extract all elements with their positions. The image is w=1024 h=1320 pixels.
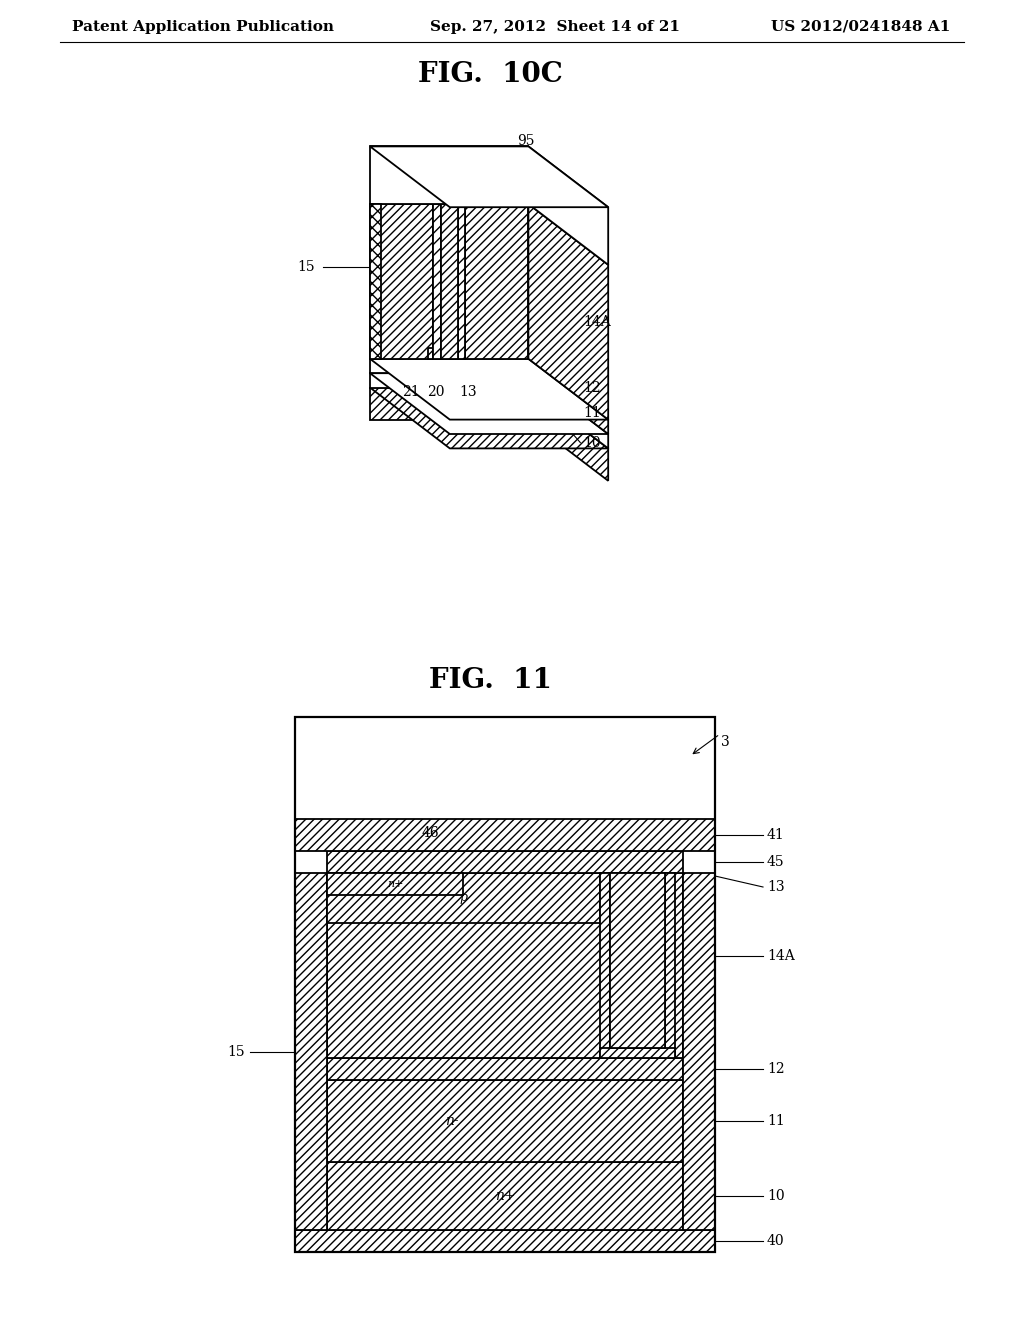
Text: US 2012/0241848 A1: US 2012/0241848 A1 xyxy=(771,20,950,34)
Polygon shape xyxy=(428,348,433,359)
Bar xyxy=(327,873,600,923)
Polygon shape xyxy=(370,359,608,420)
Bar xyxy=(327,851,683,873)
Bar xyxy=(295,873,327,1230)
Polygon shape xyxy=(458,205,465,359)
Polygon shape xyxy=(370,388,608,449)
Text: FIG.  10C: FIG. 10C xyxy=(418,62,562,88)
Text: Sep. 27, 2012  Sheet 14 of 21: Sep. 27, 2012 Sheet 14 of 21 xyxy=(430,20,680,34)
Polygon shape xyxy=(440,205,458,359)
Text: 15: 15 xyxy=(227,1045,245,1059)
Text: 15: 15 xyxy=(297,260,315,273)
Bar xyxy=(327,1162,683,1230)
Polygon shape xyxy=(528,205,608,420)
Text: 40: 40 xyxy=(767,1234,784,1247)
Polygon shape xyxy=(433,205,440,359)
Bar xyxy=(610,873,665,1048)
Polygon shape xyxy=(370,374,608,434)
Polygon shape xyxy=(370,205,528,359)
Text: 14A: 14A xyxy=(584,315,611,329)
Polygon shape xyxy=(528,359,608,434)
Bar xyxy=(327,1080,683,1162)
Text: n+: n+ xyxy=(387,879,403,888)
Text: 10: 10 xyxy=(584,436,601,450)
Text: 11: 11 xyxy=(584,405,601,420)
Text: 10: 10 xyxy=(767,1189,784,1203)
Polygon shape xyxy=(370,388,528,420)
Bar xyxy=(295,717,715,1251)
Polygon shape xyxy=(528,147,608,265)
Bar xyxy=(295,1230,715,1251)
Bar xyxy=(683,873,715,1230)
Bar xyxy=(600,873,610,1059)
Text: 13: 13 xyxy=(460,385,477,400)
Polygon shape xyxy=(458,205,465,359)
Text: Patent Application Publication: Patent Application Publication xyxy=(72,20,334,34)
Polygon shape xyxy=(433,205,440,359)
Bar xyxy=(327,1059,683,1080)
Text: 12: 12 xyxy=(767,1063,784,1076)
Polygon shape xyxy=(370,147,528,205)
Text: 14A: 14A xyxy=(767,949,795,964)
Text: 46: 46 xyxy=(421,826,439,840)
Text: 45: 45 xyxy=(767,855,784,869)
Text: 13: 13 xyxy=(767,880,784,894)
Text: FIG.  11: FIG. 11 xyxy=(429,667,552,693)
Text: 95: 95 xyxy=(484,135,535,174)
Polygon shape xyxy=(528,388,608,480)
Polygon shape xyxy=(458,205,465,359)
Polygon shape xyxy=(528,374,608,449)
Polygon shape xyxy=(370,147,608,207)
Polygon shape xyxy=(370,374,528,388)
Bar xyxy=(600,1048,675,1059)
Text: 41: 41 xyxy=(767,828,784,842)
Bar xyxy=(327,873,683,1059)
Polygon shape xyxy=(370,359,528,374)
Bar xyxy=(665,873,675,1059)
Text: p: p xyxy=(459,891,467,904)
Polygon shape xyxy=(433,348,465,359)
Text: 21: 21 xyxy=(401,385,420,400)
Polygon shape xyxy=(370,205,381,359)
Text: n+: n+ xyxy=(495,1189,515,1203)
Bar xyxy=(295,818,715,851)
Text: 20: 20 xyxy=(427,385,444,400)
Text: 12: 12 xyxy=(584,381,601,396)
Text: n-: n- xyxy=(444,1114,459,1129)
Bar xyxy=(327,873,463,895)
Polygon shape xyxy=(433,205,440,359)
Polygon shape xyxy=(440,205,458,359)
Text: 3: 3 xyxy=(721,735,729,748)
Text: 11: 11 xyxy=(767,1114,784,1129)
